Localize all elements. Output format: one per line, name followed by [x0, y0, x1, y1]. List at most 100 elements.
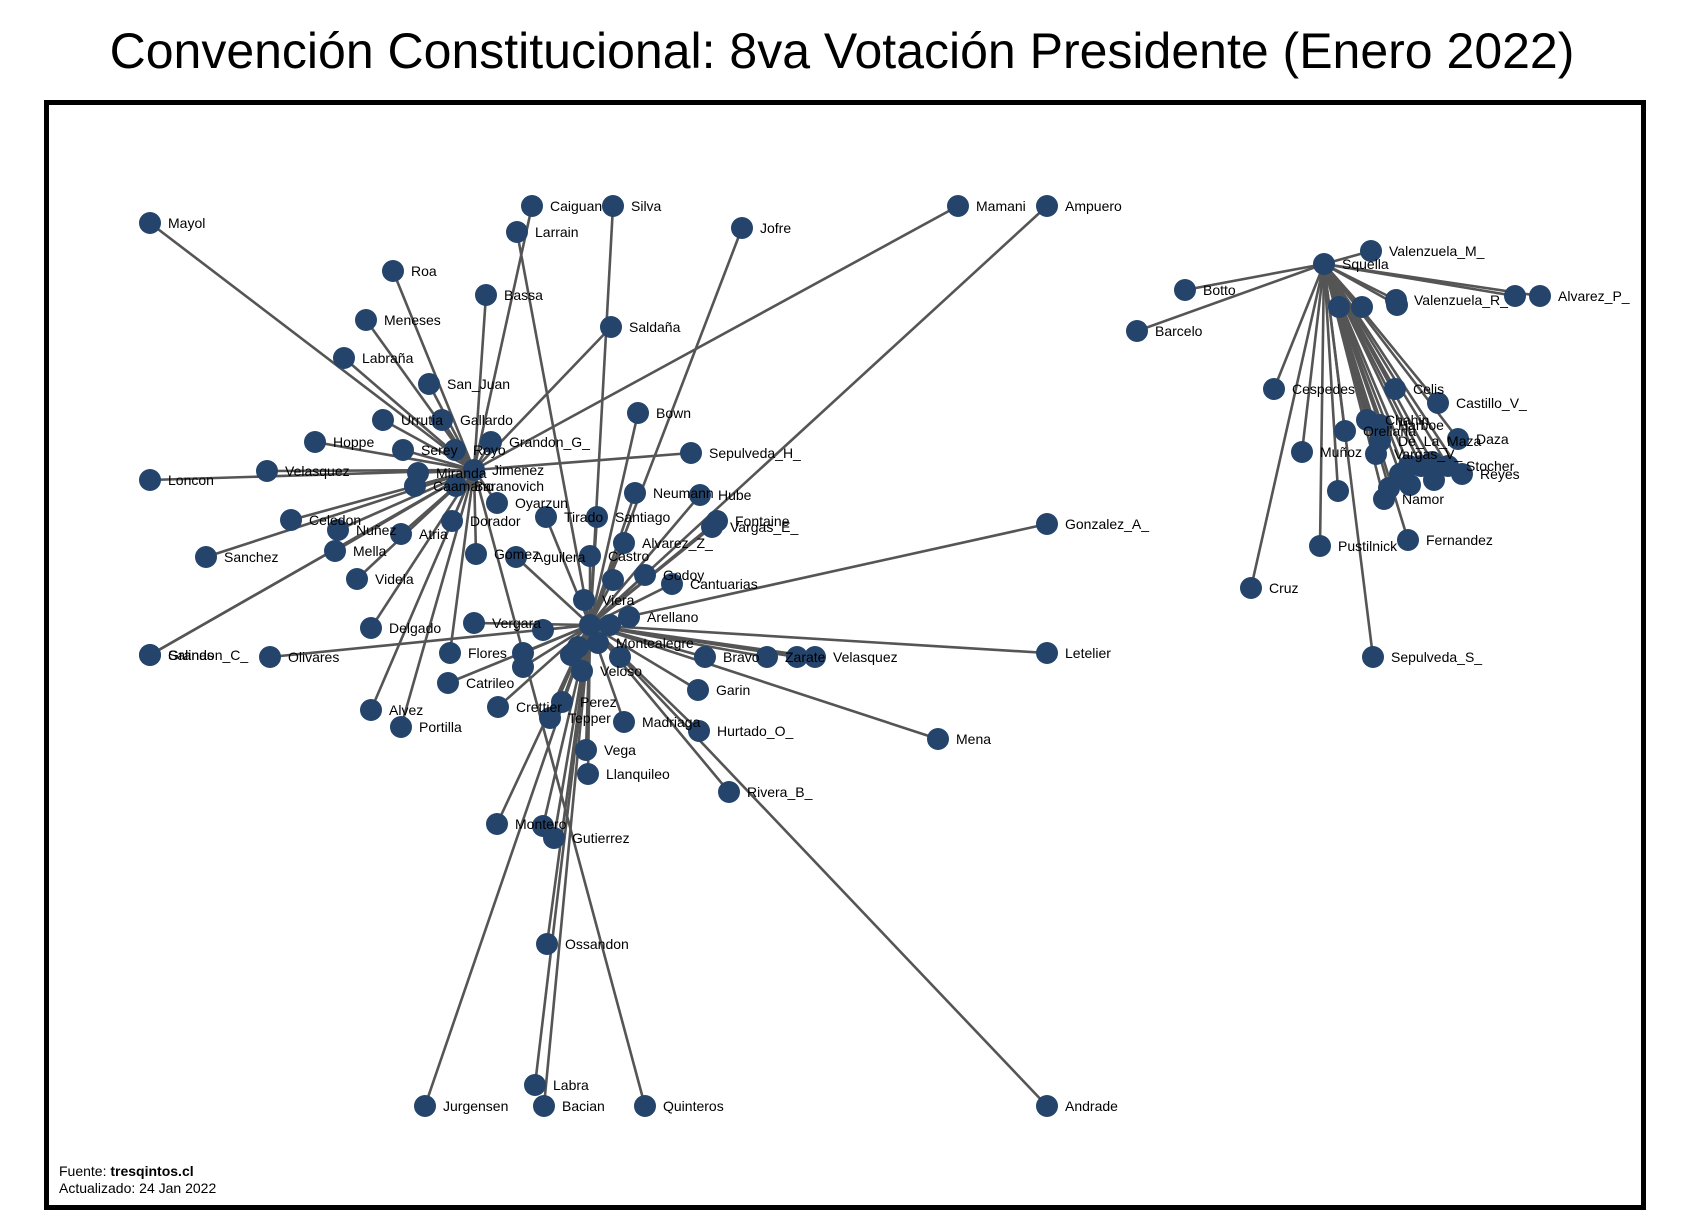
node-vallejos[interactable] — [786, 646, 808, 668]
node-larrain[interactable] — [506, 221, 528, 243]
node-labra[interactable] — [524, 1074, 546, 1096]
node-harboe[interactable] — [1369, 414, 1391, 436]
node-san_juan[interactable] — [418, 373, 440, 395]
node-jurgensen[interactable] — [414, 1095, 436, 1117]
node-cruz[interactable] — [1240, 577, 1262, 599]
node-zalaquett[interactable] — [609, 646, 631, 668]
node-flores[interactable] — [439, 642, 461, 664]
node-aguilera[interactable] — [505, 546, 527, 568]
node-cespedes[interactable] — [1263, 378, 1285, 400]
node-roa[interactable] — [382, 260, 404, 282]
node-calvo[interactable] — [1386, 294, 1408, 316]
node-letelier[interactable] — [1036, 642, 1058, 664]
node-botto[interactable] — [1174, 279, 1196, 301]
node-ossa[interactable] — [1351, 296, 1373, 318]
node-gallardo[interactable] — [431, 409, 453, 431]
node-vargas_v_[interactable] — [1365, 443, 1387, 465]
node-velasquez[interactable] — [256, 460, 278, 482]
node-grandon_c_[interactable] — [139, 644, 161, 666]
node-labraña[interactable] — [333, 347, 355, 369]
node-cubillos[interactable] — [1327, 480, 1349, 502]
node-pizarro[interactable] — [1328, 296, 1350, 318]
node-chinga[interactable] — [599, 614, 621, 636]
node-castro[interactable] — [579, 545, 601, 567]
node-hoppe[interactable] — [304, 431, 326, 453]
node-gutierrez[interactable] — [543, 827, 565, 849]
node-saldaña[interactable] — [600, 316, 622, 338]
node-veloso[interactable] — [571, 660, 593, 682]
node-bassa[interactable] — [475, 284, 497, 306]
node-dorador[interactable] — [441, 510, 463, 532]
node-montealegre[interactable] — [587, 632, 609, 654]
node-sepulveda_s_[interactable] — [1362, 646, 1384, 668]
node-sepulveda_h_[interactable] — [680, 442, 702, 464]
node-vergara[interactable] — [463, 612, 485, 634]
node-rebolledo[interactable] — [512, 656, 534, 678]
node-baranovich[interactable] — [445, 475, 467, 497]
node-neumann[interactable] — [624, 482, 646, 504]
node-delgado[interactable] — [360, 617, 382, 639]
node-montero[interactable] — [486, 813, 508, 835]
node-castillo_v_[interactable] — [1427, 392, 1449, 414]
node-godoy[interactable] — [634, 564, 656, 586]
node-quinteros[interactable] — [634, 1095, 656, 1117]
node-mella[interactable] — [324, 540, 346, 562]
node-celis[interactable] — [1384, 378, 1406, 400]
node-meneses[interactable] — [355, 309, 377, 331]
node-muñoz[interactable] — [1291, 441, 1313, 463]
node-silva[interactable] — [602, 195, 624, 217]
node-hube[interactable] — [689, 484, 711, 506]
node-mamani[interactable] — [947, 195, 969, 217]
node-namor[interactable] — [1373, 488, 1395, 510]
node-atria[interactable] — [390, 523, 412, 545]
node-valenzuela_m_[interactable] — [1360, 240, 1382, 262]
node-oyarzun[interactable] — [486, 492, 508, 514]
node-ossandon[interactable] — [536, 933, 558, 955]
node-crettier[interactable] — [487, 696, 509, 718]
node-grandon_g_[interactable] — [480, 431, 502, 453]
node-alvarado_r_[interactable] — [1423, 469, 1445, 491]
node-alvarez_z_[interactable] — [613, 532, 635, 554]
node-sanchez[interactable] — [195, 546, 217, 568]
node-viera[interactable] — [573, 589, 595, 611]
node-videla[interactable] — [346, 568, 368, 590]
node-loncon[interactable] — [139, 469, 161, 491]
node-serey[interactable] — [392, 439, 414, 461]
node-rivera_b_[interactable] — [718, 781, 740, 803]
node-portilla[interactable] — [390, 716, 412, 738]
node-daza[interactable] — [1447, 428, 1469, 450]
node-tirado[interactable] — [535, 506, 557, 528]
node-alvez[interactable] — [360, 699, 382, 721]
node-andrade[interactable] — [1036, 1095, 1058, 1117]
node-urrutia[interactable] — [372, 409, 394, 431]
node-gonzalez_a_[interactable] — [1036, 513, 1058, 535]
node-royo[interactable] — [444, 439, 466, 461]
node-bown[interactable] — [627, 402, 649, 424]
node-mena[interactable] — [927, 728, 949, 750]
node-garcia_r_[interactable] — [1504, 285, 1526, 307]
node-perez[interactable] — [551, 691, 573, 713]
node-mayol[interactable] — [139, 212, 161, 234]
node-pustilnick[interactable] — [1309, 535, 1331, 557]
node-ampuero[interactable] — [1036, 195, 1058, 217]
node-jimenez[interactable] — [463, 459, 485, 481]
node-nuñez[interactable] — [327, 519, 349, 541]
node-abbott[interactable] — [602, 569, 624, 591]
node-arrau[interactable] — [532, 619, 554, 641]
node-hurtado_o_[interactable] — [688, 720, 710, 742]
node-garin[interactable] — [687, 679, 709, 701]
node-velasquez_b[interactable] — [804, 646, 826, 668]
node-gomez[interactable] — [465, 543, 487, 565]
node-caamano[interactable] — [404, 475, 426, 497]
node-vega[interactable] — [575, 739, 597, 761]
node-arellano[interactable] — [618, 606, 640, 628]
node-reyes[interactable] — [1451, 463, 1473, 485]
node-celedon[interactable] — [280, 509, 302, 531]
node-zarate[interactable] — [756, 646, 778, 668]
node-cantuarias[interactable] — [661, 573, 683, 595]
node-vargas_e_[interactable] — [701, 516, 723, 538]
node-martin[interactable] — [560, 644, 582, 666]
node-madriaga[interactable] — [613, 711, 635, 733]
node-villena[interactable] — [579, 614, 601, 636]
node-jofre[interactable] — [731, 217, 753, 239]
